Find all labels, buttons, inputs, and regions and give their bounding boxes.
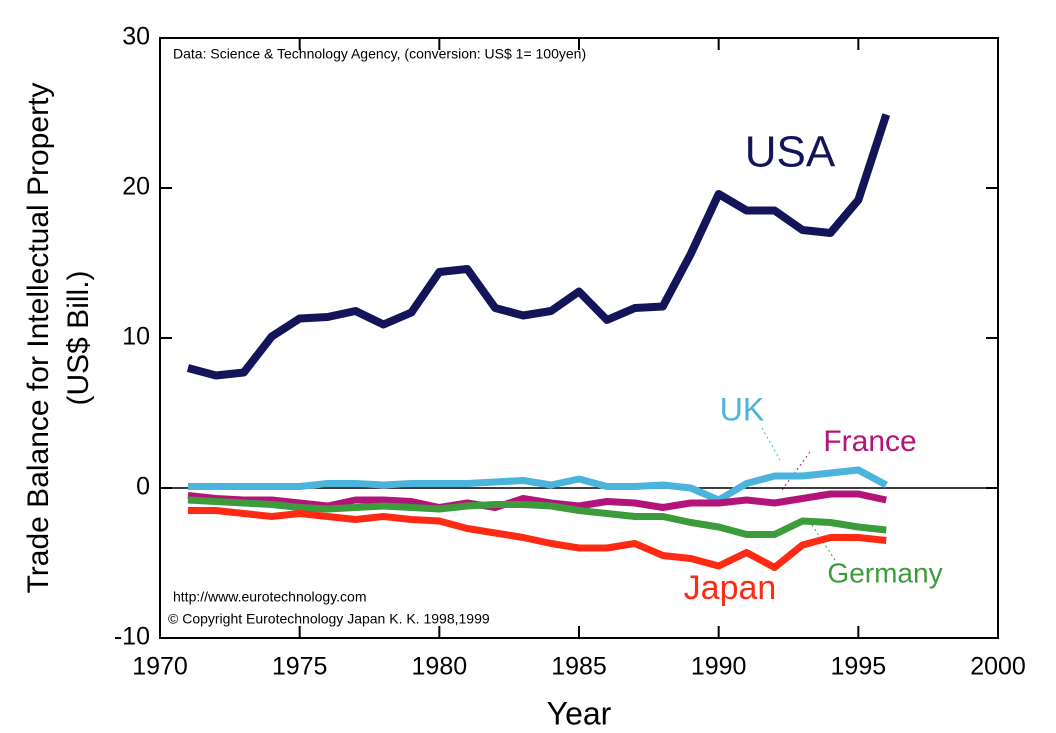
series-line [186, 113, 891, 380]
series-label: USA [745, 128, 836, 177]
series-label: France [823, 425, 916, 458]
y-axis-title: (US$ Bill.) [62, 270, 95, 405]
copyright-note: © Copyright Eurotechnology Japan K. K. 1… [168, 611, 490, 627]
series-line [187, 490, 888, 511]
y-axis-title: Trade Balance for Intellectual Property [22, 83, 55, 594]
series-label: Germany [827, 557, 942, 588]
y-tick-label: -10 [114, 623, 150, 651]
x-tick-label: 1975 [272, 653, 328, 681]
series-line [187, 507, 887, 571]
x-tick-label: 1970 [132, 653, 188, 681]
x-tick-label: 1995 [831, 653, 887, 681]
y-tick-label: 10 [122, 323, 150, 351]
y-tick-label: 20 [122, 173, 150, 201]
series-line [187, 496, 887, 538]
url-note: http://www.eurotechnology.com [173, 589, 367, 605]
x-axis-title: Year [547, 695, 612, 731]
x-tick-label: 2000 [970, 653, 1026, 681]
x-tick-label: 1980 [412, 653, 468, 681]
source-note: Data: Science & Technology Agency, (conv… [173, 46, 586, 62]
series-label: UK [720, 391, 764, 427]
series-label: Japan [684, 569, 777, 607]
y-tick-label: 30 [122, 23, 150, 51]
x-tick-label: 1985 [551, 653, 607, 681]
y-tick-label: 0 [136, 473, 150, 501]
leader-line [781, 451, 811, 491]
series-line [187, 466, 888, 504]
leader-line [761, 427, 781, 461]
x-tick-label: 1990 [691, 653, 747, 681]
